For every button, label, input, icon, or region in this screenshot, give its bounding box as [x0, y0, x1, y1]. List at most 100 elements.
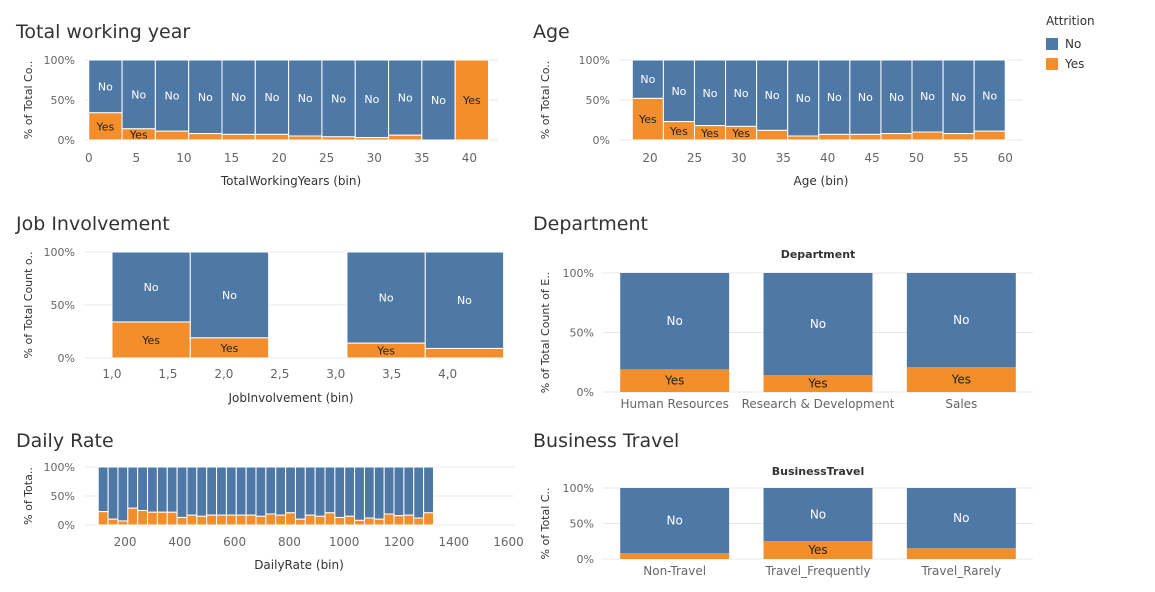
bar-yes: [911, 131, 944, 141]
bar-yes: [620, 553, 730, 559]
bar-yes: [137, 510, 149, 526]
x-tick-label: 15: [224, 151, 239, 165]
bar-yes: [763, 375, 873, 392]
bar-label-no: No: [796, 92, 811, 105]
x-tick-label: 30: [367, 151, 382, 165]
legend-item-yes[interactable]: Yes: [1046, 54, 1095, 74]
bar-label-no: No: [231, 91, 246, 104]
y-axis-label: % of Total Count o..: [22, 252, 35, 359]
panel-title-business-travel: Business Travel: [533, 430, 680, 452]
bar-label-no: No: [953, 511, 969, 525]
bar-yes: [188, 133, 223, 141]
bar-no: [363, 466, 375, 519]
bar-no: [421, 59, 456, 141]
bar-label-yes: Yes: [376, 345, 395, 358]
y-tick-label: 0%: [58, 134, 75, 147]
bar-label-yes: Yes: [141, 334, 160, 347]
bar-no: [324, 466, 336, 514]
bar-no: [196, 466, 208, 517]
bar-no: [166, 466, 178, 513]
y-tick-label: 0%: [58, 352, 75, 365]
x-tick-label: 40: [820, 151, 835, 165]
bar-no: [383, 466, 395, 515]
bar-yes: [363, 517, 375, 526]
bar-yes: [424, 347, 505, 359]
bar-label-yes: Yes: [220, 342, 239, 355]
bar-yes: [314, 515, 326, 526]
x-axis-label: DailyRate (bin): [254, 558, 344, 572]
bar-yes: [354, 137, 390, 141]
bar-no: [906, 273, 1016, 368]
bar-label-no: No: [667, 514, 683, 528]
bar-label-no: No: [457, 294, 472, 307]
bar-label-no: No: [703, 87, 718, 100]
bar-no: [373, 466, 385, 520]
bar-label-no: No: [667, 314, 683, 328]
bar-label-yes: Yes: [96, 120, 115, 133]
x-tick-label: 25: [319, 151, 334, 165]
chart-job-involvement: 100% 50% 0% % of Total Count o.. JobInvolvem…: [22, 246, 505, 405]
bar-yes: [787, 135, 820, 141]
bar-label-yes: Yes: [951, 373, 971, 387]
bar-no: [107, 466, 119, 520]
legend-item-no[interactable]: No: [1046, 34, 1095, 54]
bar-label-yes: Yes: [638, 113, 657, 126]
bar-no: [255, 466, 267, 517]
bar-no: [334, 466, 346, 518]
bar-no: [344, 466, 356, 517]
bar-label-no: No: [889, 91, 904, 104]
bar-yes: [906, 548, 1016, 559]
category-label: Research & Development: [742, 397, 895, 411]
bar-yes: [221, 133, 256, 141]
bar-no: [393, 466, 405, 517]
chart-department: 100% 50% 0% % of Total Count of E.. Departme…: [539, 248, 1033, 411]
chart-business-travel: 100% 50% 0% % of Total C.. BusinessTravel No N…: [539, 465, 1033, 578]
bar-no: [117, 466, 129, 522]
bar-label-no: No: [765, 89, 780, 102]
bar-no: [294, 466, 306, 520]
bar-yes: [383, 513, 395, 526]
bar-no: [725, 59, 758, 127]
bar-yes: [186, 514, 198, 526]
y-tick-label: 100%: [563, 267, 594, 280]
bar-yes: [255, 515, 267, 526]
bar-yes: [294, 518, 306, 526]
bar-no: [156, 466, 168, 513]
bar-yes: [454, 59, 489, 141]
x-tick-label: 30: [731, 151, 746, 165]
bar-no: [403, 466, 415, 516]
bar-label-yes: Yes: [669, 125, 688, 138]
y-tick-label: 0%: [58, 519, 75, 532]
bar-yes: [304, 514, 316, 526]
bar-no: [354, 466, 365, 521]
x-tick-label: 4,0: [438, 367, 457, 381]
x-tick-label: 1400: [438, 535, 469, 549]
bar-no: [413, 466, 425, 519]
x-tick-label: 20: [642, 151, 657, 165]
chart-age: 100% 50% 0% % of Total Co.. Age (bin) No Yes No…: [539, 54, 1023, 188]
y-axis-label: % of Total Co..: [539, 61, 552, 139]
bar-yes: [225, 514, 237, 526]
chart-total-working-years: 100% 50% 0% % of Total Co.. TotalWorkingYear…: [22, 54, 498, 188]
bar-no: [265, 466, 277, 515]
bar-label-yes: Yes: [807, 543, 827, 557]
y-tick-label: 100%: [579, 54, 610, 67]
x-tick-label: 25: [687, 151, 702, 165]
bar-yes: [393, 515, 405, 526]
bar-yes: [849, 133, 882, 141]
bar-label-no: No: [982, 90, 997, 103]
bar-yes: [245, 514, 257, 526]
x-tick-label: 600: [223, 535, 246, 549]
bar-no: [424, 251, 505, 349]
bar-yes: [413, 517, 425, 526]
y-axis-label: % of Total Count of E..: [539, 272, 552, 393]
legend-label-yes: Yes: [1065, 57, 1085, 71]
y-tick-label: 0%: [577, 386, 594, 399]
legend: Attrition No Yes: [1046, 14, 1095, 74]
x-tick-label: 1,0: [102, 367, 121, 381]
y-tick-label: 50%: [586, 94, 610, 107]
bar-label-no: No: [222, 289, 237, 302]
bar-yes: [285, 512, 296, 526]
bar-no: [176, 466, 188, 518]
bar-no: [245, 466, 257, 516]
